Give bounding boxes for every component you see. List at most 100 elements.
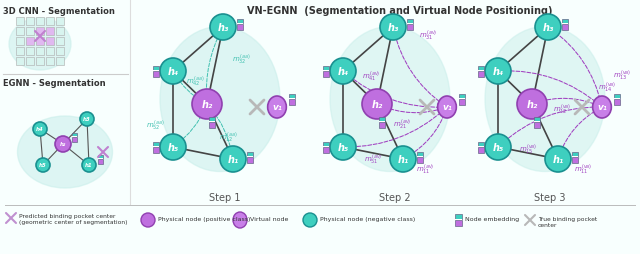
FancyBboxPatch shape	[379, 123, 385, 128]
Circle shape	[160, 134, 186, 160]
FancyBboxPatch shape	[15, 37, 24, 46]
Text: Physical node (positive class): Physical node (positive class)	[158, 216, 250, 221]
FancyBboxPatch shape	[289, 94, 295, 99]
FancyBboxPatch shape	[72, 133, 77, 137]
Ellipse shape	[268, 97, 286, 119]
Text: h₂: h₂	[202, 100, 212, 109]
FancyBboxPatch shape	[562, 19, 568, 24]
FancyBboxPatch shape	[289, 99, 295, 100]
FancyBboxPatch shape	[323, 71, 329, 72]
FancyBboxPatch shape	[614, 94, 620, 99]
FancyBboxPatch shape	[97, 155, 102, 159]
FancyBboxPatch shape	[562, 24, 568, 25]
Text: h1: h1	[85, 163, 93, 168]
FancyBboxPatch shape	[237, 25, 243, 30]
FancyBboxPatch shape	[459, 100, 465, 105]
FancyBboxPatch shape	[153, 71, 159, 72]
FancyBboxPatch shape	[459, 94, 465, 99]
FancyBboxPatch shape	[572, 152, 578, 157]
Text: h₄: h₄	[168, 67, 179, 77]
FancyBboxPatch shape	[417, 157, 423, 163]
FancyBboxPatch shape	[15, 18, 24, 26]
Text: v₁: v₁	[272, 103, 282, 112]
FancyBboxPatch shape	[56, 18, 64, 26]
Circle shape	[485, 59, 511, 85]
Text: Step 2: Step 2	[379, 192, 411, 202]
FancyBboxPatch shape	[562, 25, 568, 30]
FancyBboxPatch shape	[237, 24, 243, 25]
Circle shape	[535, 15, 561, 41]
FancyBboxPatch shape	[237, 19, 243, 24]
Ellipse shape	[233, 212, 247, 228]
FancyBboxPatch shape	[478, 147, 484, 148]
FancyBboxPatch shape	[45, 37, 54, 46]
FancyBboxPatch shape	[35, 57, 44, 66]
FancyBboxPatch shape	[153, 148, 159, 153]
FancyBboxPatch shape	[323, 72, 329, 77]
FancyBboxPatch shape	[56, 37, 64, 46]
Circle shape	[36, 158, 50, 172]
FancyBboxPatch shape	[56, 47, 64, 56]
Circle shape	[210, 15, 236, 41]
Text: h₃: h₃	[218, 23, 228, 33]
Text: EGNN - Segmentation: EGNN - Segmentation	[3, 79, 106, 88]
FancyBboxPatch shape	[478, 71, 484, 72]
FancyBboxPatch shape	[153, 66, 159, 71]
FancyBboxPatch shape	[454, 214, 461, 219]
Text: h₅: h₅	[168, 142, 179, 152]
FancyBboxPatch shape	[323, 142, 329, 147]
FancyBboxPatch shape	[209, 117, 215, 122]
FancyBboxPatch shape	[26, 47, 34, 56]
FancyBboxPatch shape	[454, 220, 461, 226]
Text: h₅: h₅	[492, 142, 504, 152]
Text: h₁: h₁	[227, 154, 239, 164]
FancyBboxPatch shape	[26, 18, 34, 26]
Circle shape	[390, 146, 416, 172]
Circle shape	[545, 146, 571, 172]
FancyBboxPatch shape	[534, 122, 540, 123]
Text: $m_{21}^{(av)}$: $m_{21}^{(av)}$	[393, 117, 412, 132]
FancyBboxPatch shape	[26, 27, 34, 36]
Text: h₁: h₁	[397, 154, 408, 164]
Circle shape	[82, 158, 96, 172]
FancyBboxPatch shape	[478, 66, 484, 71]
FancyBboxPatch shape	[15, 57, 24, 66]
Text: $m_{11}^{(va)}$: $m_{11}^{(va)}$	[574, 162, 592, 177]
Text: $m_{42}^{(aa)}$: $m_{42}^{(aa)}$	[186, 75, 204, 89]
Circle shape	[141, 213, 155, 227]
Text: Step 3: Step 3	[534, 192, 566, 202]
FancyBboxPatch shape	[614, 100, 620, 105]
Text: $m_{13}^{(va)}$: $m_{13}^{(va)}$	[612, 69, 631, 83]
FancyBboxPatch shape	[417, 152, 423, 157]
FancyBboxPatch shape	[153, 147, 159, 148]
Text: v₁: v₁	[442, 103, 452, 112]
FancyBboxPatch shape	[209, 122, 215, 123]
Text: 3D CNN - Segmentation: 3D CNN - Segmentation	[3, 7, 115, 16]
FancyBboxPatch shape	[97, 160, 102, 164]
Ellipse shape	[330, 27, 450, 172]
Circle shape	[303, 213, 317, 227]
Text: h4: h4	[36, 127, 44, 132]
FancyBboxPatch shape	[45, 27, 54, 36]
Text: $m_{41}^{(av)}$: $m_{41}^{(av)}$	[362, 70, 380, 84]
Circle shape	[220, 146, 246, 172]
Text: h₂: h₂	[60, 142, 66, 147]
FancyBboxPatch shape	[56, 57, 64, 66]
FancyBboxPatch shape	[478, 72, 484, 77]
Text: h₄: h₄	[492, 67, 504, 77]
FancyBboxPatch shape	[97, 159, 102, 160]
Circle shape	[160, 59, 186, 85]
Circle shape	[330, 59, 356, 85]
FancyBboxPatch shape	[379, 117, 385, 122]
Text: $m_{52}^{(aa)}$: $m_{52}^{(aa)}$	[146, 118, 164, 133]
FancyBboxPatch shape	[534, 123, 540, 128]
Text: h₂: h₂	[526, 100, 538, 109]
FancyBboxPatch shape	[478, 148, 484, 153]
Circle shape	[33, 122, 47, 136]
Ellipse shape	[485, 27, 605, 172]
FancyBboxPatch shape	[289, 100, 295, 105]
FancyBboxPatch shape	[15, 47, 24, 56]
FancyBboxPatch shape	[35, 37, 44, 46]
Text: $m_{31}^{(av)}$: $m_{31}^{(av)}$	[419, 29, 437, 43]
FancyBboxPatch shape	[45, 18, 54, 26]
